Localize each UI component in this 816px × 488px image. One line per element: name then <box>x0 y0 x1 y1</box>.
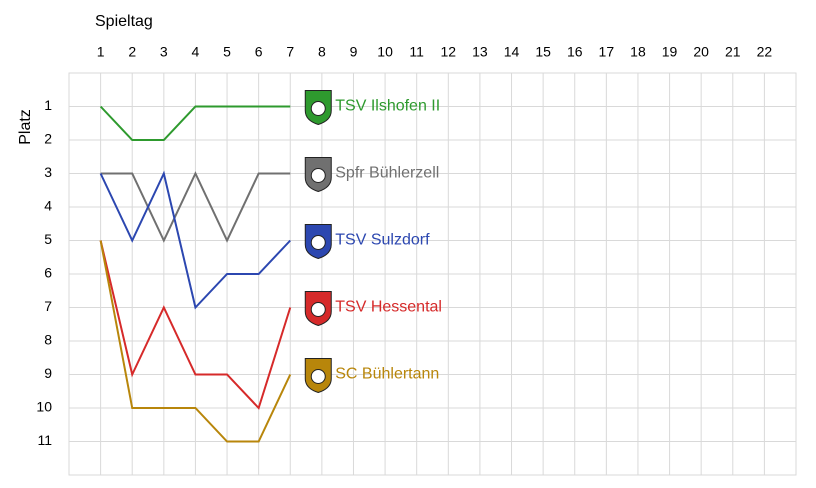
x-tick-label: 12 <box>441 44 457 60</box>
team-logo <box>304 157 332 193</box>
y-tick-label: 1 <box>44 97 52 113</box>
team-logo <box>304 90 332 126</box>
y-tick-label: 2 <box>44 131 52 147</box>
x-tick-label: 13 <box>472 44 488 60</box>
x-tick-label: 9 <box>350 44 358 60</box>
y-tick-label: 4 <box>44 198 52 214</box>
legend-label: TSV Ilshofen II <box>335 98 440 115</box>
logo-emblem <box>310 101 326 116</box>
x-tick-label: 2 <box>128 44 136 60</box>
legend-label: TSV Hessental <box>335 299 442 316</box>
logo-emblem <box>310 235 326 250</box>
legend-label: SC Bühlertann <box>335 366 439 383</box>
y-tick-label: 11 <box>37 432 52 448</box>
team-logo <box>304 358 332 394</box>
team-logo <box>304 224 332 260</box>
y-tick-label: 6 <box>44 265 52 281</box>
y-tick-label: 5 <box>44 231 52 247</box>
series-line <box>100 171 291 243</box>
y-tick-label: 7 <box>44 298 52 314</box>
series-line <box>99 240 292 410</box>
x-tick-label: 15 <box>535 44 551 60</box>
x-axis-label: Spieltag <box>95 13 153 30</box>
logo-emblem <box>310 302 326 317</box>
x-tick-label: 10 <box>377 44 393 60</box>
x-tick-label: 1 <box>97 44 105 60</box>
y-tick-label: 3 <box>44 164 52 180</box>
x-tick-label: 18 <box>630 44 646 60</box>
x-tick-label: 19 <box>662 44 678 60</box>
x-tick-label: 14 <box>504 44 520 60</box>
logo-emblem <box>310 168 326 183</box>
x-tick-label: 20 <box>693 44 709 60</box>
x-tick-label: 7 <box>286 44 294 60</box>
y-axis-label: Platz <box>17 109 34 145</box>
legend-label: Spfr Bühlerzell <box>335 165 439 182</box>
x-tick-label: 22 <box>757 44 773 60</box>
y-tick-label: 9 <box>44 365 52 381</box>
x-tick-label: 4 <box>192 44 200 60</box>
x-tick-label: 16 <box>567 44 583 60</box>
x-tick-label: 21 <box>725 44 741 60</box>
x-tick-label: 8 <box>318 44 326 60</box>
logo-emblem <box>310 369 326 384</box>
x-tick-label: 17 <box>599 44 615 60</box>
team-logo <box>304 291 332 327</box>
series-line <box>99 105 291 141</box>
series-line <box>99 240 292 443</box>
x-tick-label: 11 <box>409 44 424 60</box>
series-line <box>99 170 291 310</box>
x-tick-label: 3 <box>160 44 168 60</box>
legend-label: TSV Sulzdorf <box>335 232 430 249</box>
x-tick-label: 5 <box>223 44 231 60</box>
y-tick-label: 8 <box>44 332 52 348</box>
x-tick-label: 6 <box>255 44 263 60</box>
y-tick-label: 10 <box>36 399 52 415</box>
